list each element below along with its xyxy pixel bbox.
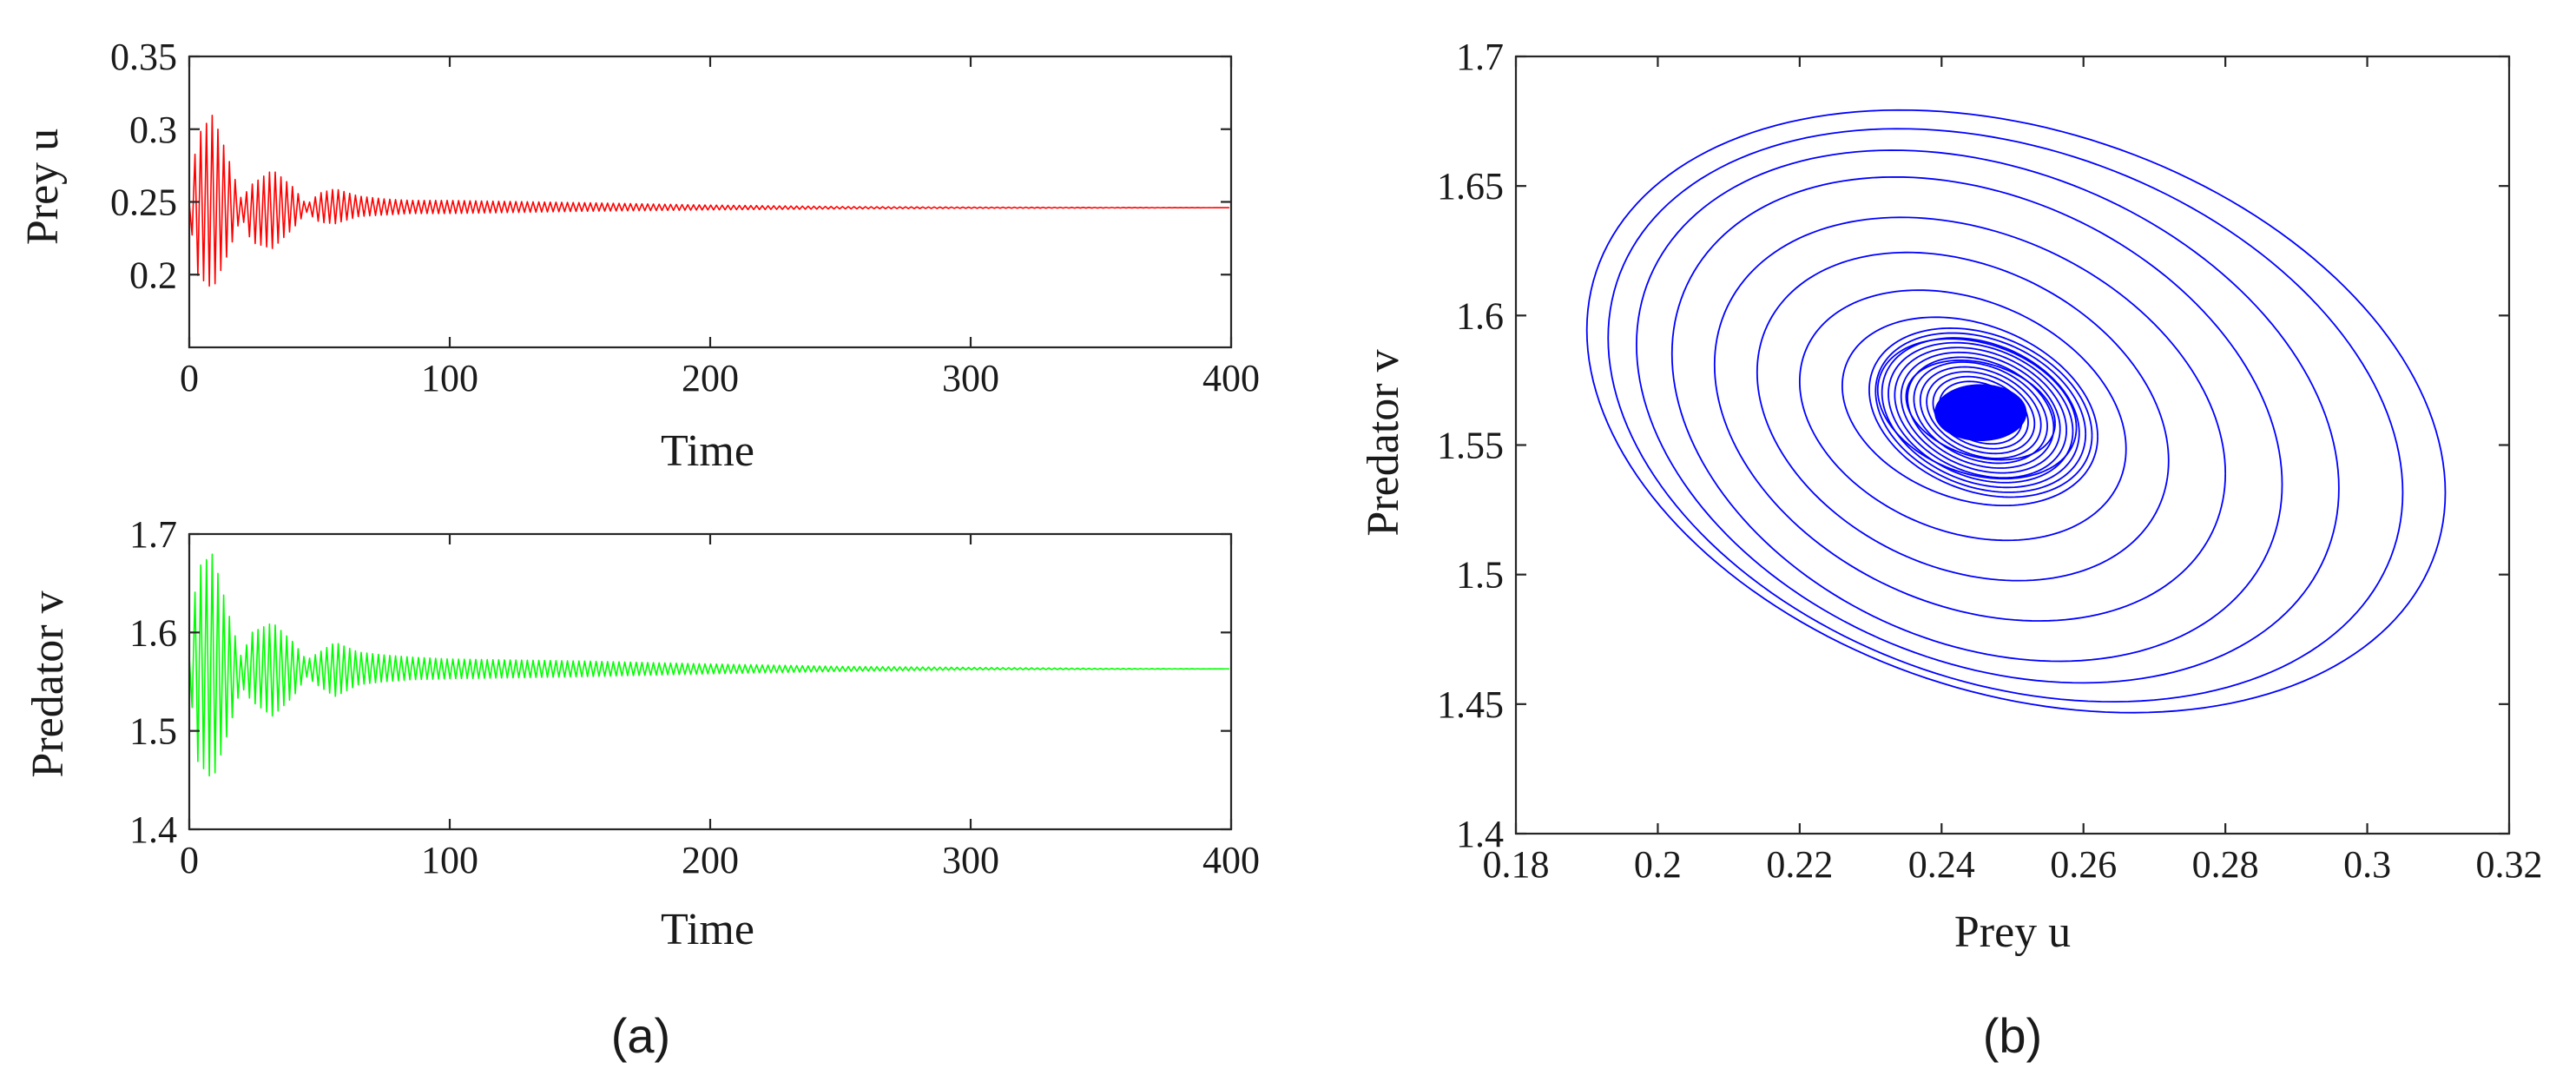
prey-y-tick-label: 0.25 — [110, 181, 177, 224]
predator-x-tick-label: 200 — [682, 839, 739, 881]
phase-x-tick-label: 0.3 — [2343, 843, 2391, 886]
phase-orbit-ring — [1713, 216, 2227, 622]
prey-x-axis-label: Time — [661, 426, 754, 476]
phase-x-tick-label: 0.18 — [1483, 843, 1550, 886]
prey-y-ticks: 0.2 0.25 0.3 0.35 — [110, 36, 1231, 296]
phase-portrait-plot: 0.18 0.2 0.22 0.24 0.26 0.28 0.3 0.32 1.41.451.… — [1359, 36, 2543, 957]
phase-y-tick-label: 1.4 — [1456, 813, 1504, 855]
prey-y-tick-label: 0.2 — [129, 254, 177, 296]
prey-x-tick-label: 200 — [682, 357, 739, 399]
phase-orbit-ring — [1913, 361, 2048, 465]
phase-orbit-ring — [1894, 346, 2067, 479]
phase-orbit-ring — [1868, 327, 2093, 498]
predator-x-tick-label: 100 — [421, 839, 478, 881]
phase-orbit-ring — [1607, 128, 2404, 703]
phase-x-tick-label: 0.26 — [2050, 843, 2117, 886]
phase-x-tick-label: 0.22 — [1766, 843, 1833, 886]
phase-x-tick-label: 0.32 — [2476, 843, 2543, 886]
prey-y-tick-label: 0.3 — [129, 109, 177, 151]
prey-y-tick-label: 0.35 — [110, 36, 177, 78]
phase-orbit-ring — [1919, 366, 2042, 459]
predator-plot-frame — [188, 532, 1233, 831]
predator-y-axis-label: Predator v — [23, 590, 73, 777]
panel-label-a: (a) — [611, 1008, 670, 1063]
predator-y-tick-label: 1.4 — [129, 808, 177, 851]
phase-orbit-ring — [1636, 149, 2340, 684]
predator-y-ticks: 1.4 1.5 1.6 1.7 — [129, 513, 1231, 851]
predator-x-tick-label: 0 — [180, 839, 199, 881]
phase-y-tick-label: 1.6 — [1456, 294, 1504, 337]
predator-x-tick-label: 300 — [942, 839, 999, 881]
predator-x-axis-label: Time — [661, 905, 754, 954]
phase-x-tick-label: 0.2 — [1634, 843, 1682, 886]
phase-orbit-ring — [1926, 371, 2036, 455]
predator-x-tick-label: 400 — [1202, 839, 1260, 881]
predator-line — [188, 553, 1229, 777]
panel-label-b: (b) — [1983, 1008, 2042, 1063]
predator-x-ticks: 0 100 200 300 400 — [180, 534, 1260, 881]
predator-y-tick-label: 1.7 — [129, 513, 177, 556]
phase-orbit-ring — [1876, 338, 2078, 480]
phase-y-tick-label: 1.55 — [1437, 425, 1504, 467]
prey-x-tick-label: 0 — [180, 357, 199, 399]
phase-orbit-ring — [1756, 251, 2170, 582]
prey-time-series-plot: 0 100 200 300 400 0.2 0.25 0.3 0.35 Time Prey u — [18, 36, 1260, 476]
prey-x-tick-label: 100 — [421, 357, 478, 399]
phase-y-tick-label: 1.5 — [1456, 554, 1504, 597]
phase-y-tick-label: 1.7 — [1456, 36, 1504, 78]
prey-series-line — [188, 115, 1229, 287]
predator-y-tick-label: 1.5 — [129, 710, 177, 753]
prey-line — [188, 115, 1229, 287]
predator-series-line — [188, 553, 1229, 777]
phase-orbit-ring — [1841, 316, 2098, 507]
phase-equilibrium-core — [1934, 384, 2027, 442]
phase-orbit-ring — [1907, 356, 2055, 469]
phase-orbit-ring — [1874, 332, 2087, 493]
phase-orbit-ring — [1670, 175, 2283, 663]
phase-orbit-ring — [1900, 351, 2061, 474]
prey-x-ticks: 0 100 200 300 400 — [180, 56, 1260, 399]
phase-x-axis-label: Prey u — [1954, 907, 2071, 957]
phase-y-axis-label: Predator v — [1359, 349, 1408, 536]
phase-x-tick-label: 0.28 — [2192, 843, 2259, 886]
phase-trajectory — [1585, 109, 2447, 714]
predator-time-series-plot: 0 100 200 300 400 1.4 1.5 1.6 1.7 Time Predator… — [23, 513, 1260, 954]
prey-y-axis-label: Prey u — [18, 129, 68, 245]
phase-orbit-ring — [1798, 289, 2127, 542]
prey-x-tick-label: 300 — [942, 357, 999, 399]
phase-orbit-ring — [1881, 337, 2080, 489]
prey-x-tick-label: 400 — [1202, 357, 1260, 399]
phase-orbit-ring — [1888, 341, 2074, 484]
phase-y-ticks: 1.4 1.45 1.5 1.55 1.6 1.65 1.7 — [1437, 36, 2509, 855]
phase-y-tick-label: 1.65 — [1437, 165, 1504, 208]
phase-x-ticks: 0.18 0.2 0.22 0.24 0.26 0.28 0.3 0.32 — [1483, 56, 2543, 886]
phase-orbit-ring — [1585, 109, 2447, 714]
predator-y-tick-label: 1.6 — [129, 611, 177, 654]
phase-x-tick-label: 0.24 — [1908, 843, 1975, 886]
phase-y-tick-label: 1.45 — [1437, 683, 1504, 726]
phase-orbit-ring — [1932, 375, 2029, 450]
